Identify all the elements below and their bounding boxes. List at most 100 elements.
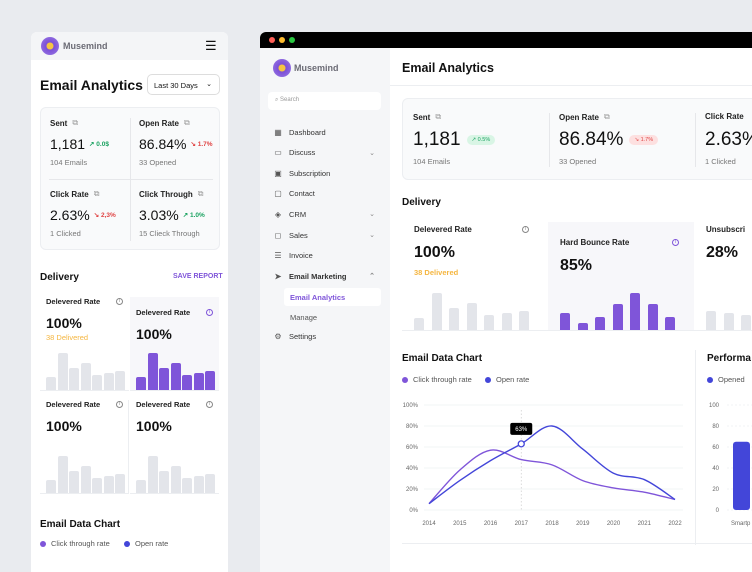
series-line-click-through-rate <box>428 449 676 505</box>
card-value: 100% <box>46 315 82 331</box>
stat-label: Click Rate <box>50 189 89 199</box>
search-icon: ⌕ <box>275 97 279 103</box>
sidebar-item-sales[interactable]: ◻ Sales ⌄ <box>274 230 375 240</box>
info-icon[interactable]: i <box>206 309 213 316</box>
delivery-card[interactable]: Delevered Rate i 100% 38 Delivered <box>40 297 129 391</box>
y-tick-label: 100 <box>709 403 720 409</box>
mini-bar <box>170 466 181 493</box>
chevron-down-icon[interactable]: ⌄ <box>369 149 375 157</box>
y-tick-label: 40 <box>712 466 719 472</box>
x-tick-label: 2018 <box>545 521 559 527</box>
delivery-card[interactable]: Delevered Rate i 100% <box>130 400 219 494</box>
stat-change: ↘ 2,3% <box>93 212 116 219</box>
search-input[interactable]: ⌕ Search <box>268 92 381 110</box>
delivery-card[interactable]: Unsubscri 28% <box>694 222 752 330</box>
maximize-window-button[interactable] <box>289 37 295 43</box>
external-link-icon[interactable]: ⧉ <box>197 189 204 198</box>
sidebar-subitem-email-analytics[interactable]: Email Analytics <box>284 288 381 306</box>
mini-bar <box>647 304 658 330</box>
mini-bar-chart <box>560 292 690 330</box>
save-report-button[interactable]: SAVE REPORT <box>173 273 223 280</box>
mini-bar <box>147 456 158 493</box>
mini-bar <box>706 310 716 330</box>
external-link-icon[interactable]: ⧉ <box>604 112 610 121</box>
close-window-button[interactable] <box>269 37 275 43</box>
stat-sub: 15 Clieck Through <box>139 229 200 238</box>
info-icon[interactable]: i <box>116 401 123 408</box>
delivery-card[interactable]: Delevered Rate i 100% <box>40 400 129 494</box>
card-sub: 38 Delivered <box>46 333 89 342</box>
sidebar-item-email-marketing[interactable]: ➤ Email Marketing ⌃ <box>274 271 375 281</box>
y-tick-label: 60 <box>712 445 719 451</box>
sidebar-item-crm[interactable]: ◈ CRM ⌄ <box>274 209 375 219</box>
x-tick-label: 2019 <box>576 521 590 527</box>
mini-bar <box>612 304 623 330</box>
hamburger-icon[interactable]: ☰ <box>205 38 217 53</box>
mini-bar <box>501 313 512 330</box>
stat-sub: 33 Opened <box>559 157 597 166</box>
x-tick-label: Smartp <box>731 521 751 527</box>
delivery-card[interactable]: Hard Bounce Rate i 85% <box>548 222 694 330</box>
chevron-down-icon[interactable]: ⌄ <box>369 232 375 239</box>
mini-bar <box>193 373 204 390</box>
external-link-icon[interactable]: ⧉ <box>93 189 100 198</box>
info-icon[interactable]: i <box>116 298 123 305</box>
mini-bar <box>170 363 181 390</box>
mini-bar <box>205 473 215 493</box>
mini-bar <box>519 310 529 330</box>
mini-bar <box>92 375 102 390</box>
stats-card: Sent ⧉ 1,181 ↗ 0.0$ 104 Emails Open Rate ⧉ … <box>40 107 220 250</box>
stat-change: ↗ 1.0% <box>182 212 205 219</box>
external-link-icon[interactable]: ⧉ <box>435 112 442 121</box>
card-label: Delevered Rate <box>46 400 101 409</box>
y-tick-label: 0 <box>716 508 720 514</box>
sidebar-item-settings[interactable]: ⚙ Settings <box>274 331 317 341</box>
sidebar-item-invoice[interactable]: ☰ Invoice <box>274 251 313 261</box>
mini-bar <box>136 480 146 493</box>
bar-smartphone[interactable] <box>733 441 750 510</box>
chart-title: Email Data Chart <box>402 353 483 364</box>
mini-bar <box>69 470 79 493</box>
mini-bar <box>723 313 734 330</box>
stat-value: 2.63% <box>705 129 752 150</box>
minimize-window-button[interactable] <box>279 37 285 43</box>
external-link-icon[interactable]: ⧉ <box>184 118 190 127</box>
mini-bar <box>103 373 114 390</box>
mini-bar <box>46 377 56 390</box>
mini-bar <box>431 293 442 330</box>
performance-title: Performa <box>707 353 751 364</box>
sidebar-item-dashboard[interactable]: ▦ Dashboard <box>274 127 326 137</box>
date-filter-dropdown[interactable]: Last 30 Days ⌄ <box>147 74 220 95</box>
mini-bar <box>159 470 169 493</box>
mini-bar <box>136 377 146 390</box>
chat-icon: ▭ <box>274 148 282 158</box>
x-tick-label: 2014 <box>422 521 436 527</box>
mini-bar <box>147 353 158 390</box>
data-point-marker[interactable] <box>517 440 525 448</box>
grid-icon: ▦ <box>274 127 282 137</box>
brand-logo <box>41 37 59 55</box>
sidebar-item-subscription[interactable]: ▣ Subscription <box>274 168 331 178</box>
mini-bar <box>595 316 605 330</box>
mini-bar-chart <box>136 455 218 493</box>
sidebar-subitem-manage[interactable]: Manage <box>290 313 318 322</box>
delivery-card[interactable]: Delevered Rate i 100% <box>130 297 219 391</box>
card-value: 100% <box>136 326 172 342</box>
legend-opened: Opened <box>707 375 745 384</box>
chevron-up-icon[interactable]: ⌃ <box>369 273 375 281</box>
sidebar-item-discuss[interactable]: ▭ Discuss ⌄ <box>274 148 375 158</box>
x-tick-label: 2016 <box>484 521 498 527</box>
stat-label: Open Rate <box>559 112 600 122</box>
chevron-down-icon[interactable]: ⌄ <box>369 211 375 219</box>
mini-bar <box>115 370 125 390</box>
info-icon[interactable]: i <box>522 226 529 233</box>
info-icon[interactable]: i <box>206 401 213 408</box>
stat-label: Click Rate <box>705 112 744 121</box>
external-link-icon[interactable]: ⧉ <box>72 118 79 127</box>
delivery-card[interactable]: Delevered Rate i 100% 38 Delivered <box>402 222 548 330</box>
sidebar-item-contact[interactable]: ▢ Contact <box>274 189 315 199</box>
mobile-header: Musemind ☰ <box>31 32 228 60</box>
info-icon[interactable]: i <box>672 239 679 246</box>
stat-value: 1,181 <box>50 136 86 152</box>
legend-open-rate: Open rate <box>485 375 529 384</box>
